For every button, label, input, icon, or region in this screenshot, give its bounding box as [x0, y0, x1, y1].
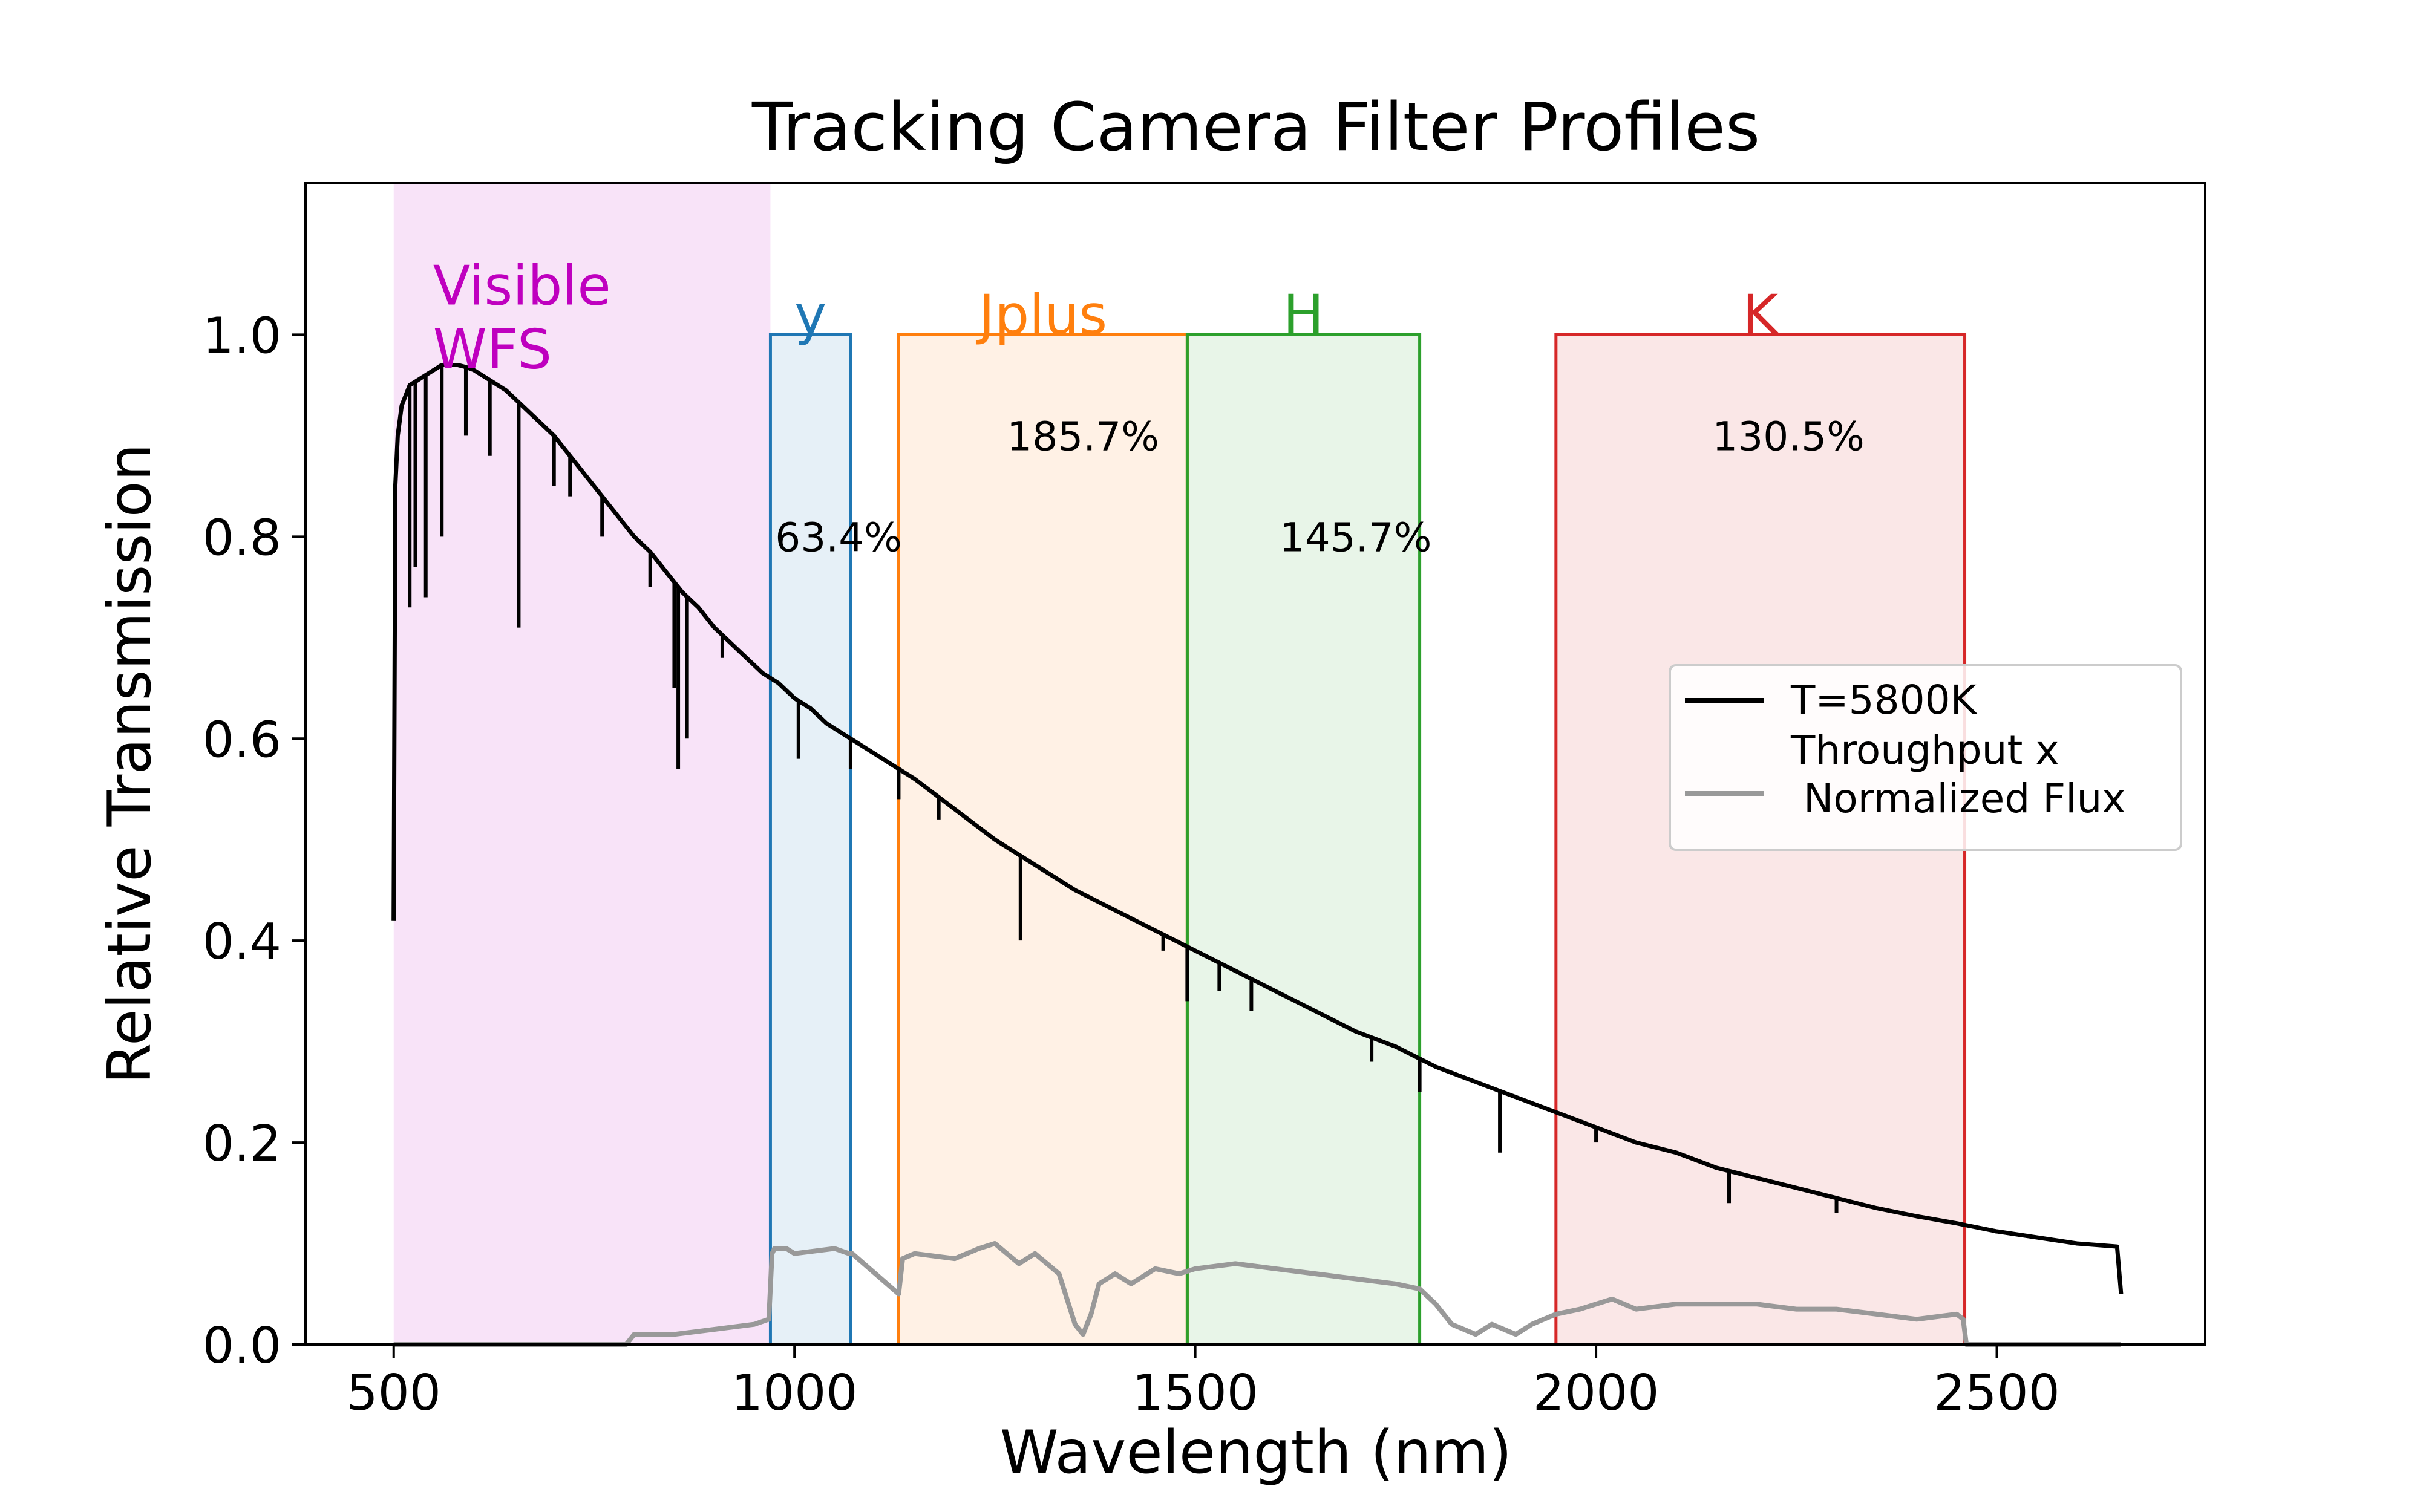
- y-tick-label: 0.2: [203, 1115, 281, 1173]
- filter-h-outline: [1185, 333, 1422, 1344]
- filter-k-percent: 130.5%: [1712, 413, 1865, 460]
- y-tick-label: 0.8: [203, 509, 281, 567]
- band-labels: Visible WFS y 63.4% Jplus 185.7% H 145.7% K 130.5…: [433, 254, 1865, 561]
- y-tick-label: 0.0: [203, 1317, 281, 1375]
- series-throughput-line: [393, 1241, 2121, 1347]
- filter-y-percent: 63.4%: [775, 514, 902, 561]
- x-tick-label: 2000: [1533, 1364, 1660, 1422]
- x-tick-label: 1500: [1132, 1364, 1258, 1422]
- data-series: [391, 363, 2124, 1347]
- y-tick-label: 1.0: [203, 307, 281, 365]
- x-axis-label: Wavelength (nm): [1000, 1418, 1512, 1487]
- filter-bands: [393, 183, 1967, 1344]
- filter-y-fill: [770, 334, 851, 1344]
- visible-wfs-band: [393, 183, 771, 1344]
- chart-title: Tracking Camera Filter Profiles: [751, 88, 1760, 166]
- plot-area-frame: [304, 182, 2206, 1346]
- filter-k-label: K: [1742, 283, 1779, 347]
- legend-label-spectrum: T=5800K: [1790, 677, 1978, 723]
- y-axis-label: Relative Transmission: [96, 443, 165, 1084]
- filter-jplus-percent: 185.7%: [1007, 413, 1159, 460]
- x-tick-label: 2500: [1934, 1364, 2060, 1422]
- y-tick-label: 0.4: [203, 913, 281, 971]
- filter-y-outline: [768, 333, 852, 1344]
- x-axis-ticks: 500 1000 1500 2000 2500: [346, 1344, 2060, 1422]
- filter-jplus-label: Jplus: [976, 283, 1108, 347]
- filter-y-label: y: [794, 283, 826, 347]
- filter-h-percent: 145.7%: [1280, 514, 1432, 561]
- series-spectrum-line: [391, 363, 2124, 1294]
- filter-h-label: H: [1283, 283, 1324, 347]
- legend-box: [1669, 664, 2182, 851]
- x-tick-label: 500: [346, 1364, 441, 1422]
- y-tick-label: 0.6: [203, 711, 281, 769]
- filter-jplus-fill: [898, 334, 1188, 1344]
- legend-label-throughput: Throughput x Normalized Flux: [1790, 727, 2125, 822]
- visible-wfs-label: Visible WFS: [433, 254, 611, 381]
- x-tick-label: 1000: [731, 1364, 858, 1422]
- filter-h-fill: [1187, 334, 1420, 1344]
- y-axis-ticks: 0.0 0.2 0.4 0.6 0.8 1.0: [203, 307, 306, 1375]
